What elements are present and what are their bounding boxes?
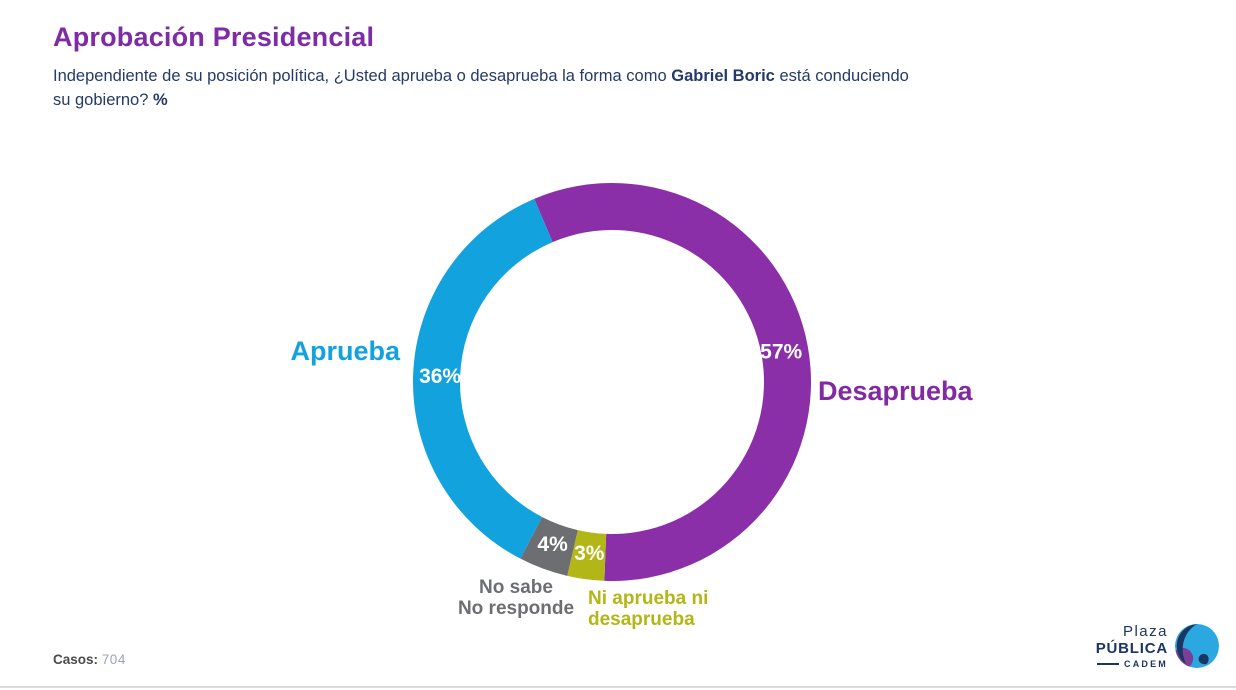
label-no-sabe-line2: No responde — [457, 598, 575, 619]
brand-logo-text: Plaza PÚBLICA CADEM — [1092, 622, 1168, 669]
question-bold-name: Gabriel Boric — [671, 67, 775, 85]
sample-size-value: 704 — [101, 652, 126, 667]
label-ni-aprueba-line1: Ni aprueba ni — [588, 588, 709, 609]
brand-name-cadem: CADEM — [1124, 658, 1168, 669]
segment-value-label-1: 3% — [574, 542, 605, 565]
sample-size-label: Casos — [53, 652, 94, 667]
segment-value-label-0: 57% — [760, 341, 802, 364]
label-aprueba: Aprueba — [290, 336, 400, 366]
cadem-bubble-icon — [1174, 623, 1220, 669]
question-bold-pct: % — [153, 91, 168, 109]
donut-segment-2 — [520, 516, 578, 576]
brand-name-plaza: Plaza — [1122, 622, 1168, 640]
segment-value-label-3: 36% — [419, 365, 461, 388]
label-no-sabe: No sabe No responde — [416, 577, 616, 619]
label-desaprueba: Desaprueba — [818, 376, 973, 406]
question-text-2: está conduciendo — [774, 67, 909, 85]
sample-size: Casos: 704 — [53, 652, 126, 667]
survey-question: Independiente de su posición política, ¿… — [53, 64, 1173, 112]
bottom-divider — [0, 686, 1236, 688]
donut-segment-0 — [534, 182, 812, 581]
segment-value-label-2: 4% — [537, 533, 568, 556]
label-ni-aprueba: Ni aprueba ni desaprueba — [588, 588, 708, 630]
donut-segment-1 — [567, 530, 607, 581]
label-no-sabe-line1: No sabe — [479, 577, 553, 598]
question-text-3: su gobierno? — [53, 91, 153, 109]
brand-name-publica: PÚBLICA — [1095, 639, 1168, 657]
brand-name-cadem-row: CADEM — [1092, 659, 1168, 669]
logo-dash — [1097, 662, 1119, 665]
page-title: Aprobación Presidencial — [53, 22, 375, 52]
label-ni-aprueba-line2: desaprueba — [588, 609, 695, 630]
brand-logo: Plaza PÚBLICA CADEM — [1092, 623, 1220, 669]
sample-size-separator: : — [93, 652, 99, 667]
question-text-1: Independiente de su posición política, ¿… — [53, 67, 672, 85]
donut-segment-3 — [412, 198, 553, 559]
